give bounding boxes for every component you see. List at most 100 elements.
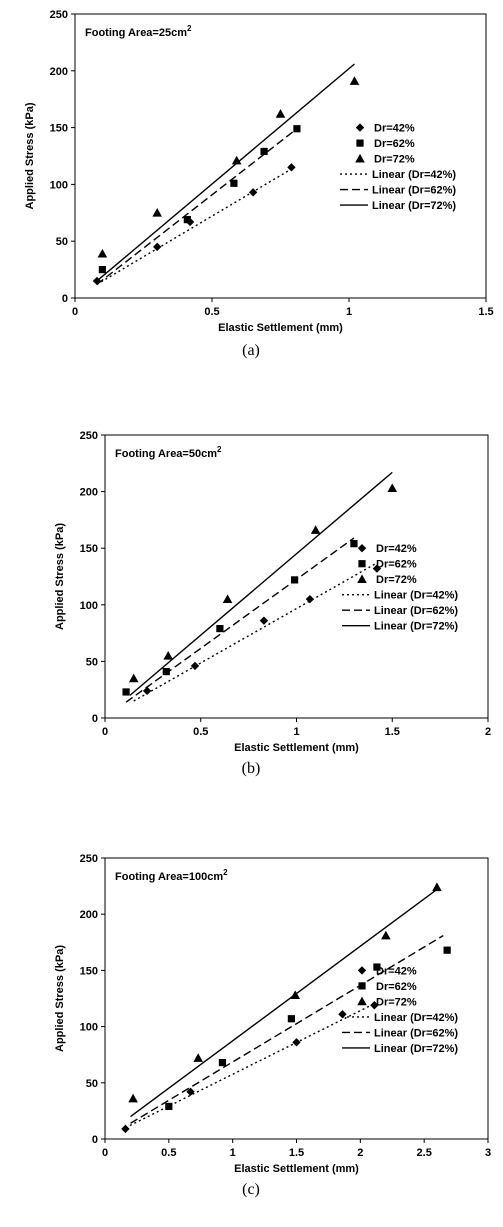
data-point — [218, 1058, 227, 1067]
y-tick-label: 100 — [80, 1022, 98, 1034]
x-tick-label: 3 — [485, 1147, 491, 1159]
data-point — [260, 147, 268, 156]
y-tick-label: 50 — [86, 1078, 98, 1090]
data-point — [287, 1015, 295, 1023]
data-point — [162, 667, 170, 676]
x-tick-label: 0.5 — [161, 1147, 176, 1159]
legend-marker — [357, 544, 367, 553]
data-point — [183, 216, 191, 224]
trendline — [96, 166, 295, 285]
data-point — [259, 616, 269, 625]
trendline — [130, 888, 438, 1118]
y-tick-label: 50 — [86, 656, 98, 668]
data-point — [372, 564, 382, 573]
data-point — [432, 882, 442, 892]
chart-caption: (a) — [242, 342, 260, 359]
y-tick-label: 150 — [80, 543, 98, 555]
legend-marker — [356, 139, 364, 147]
legend-entry: Dr=72% — [376, 996, 417, 1008]
legend-entry: Linear (Dr=72%) — [372, 200, 456, 212]
data-point — [387, 483, 398, 493]
data-point — [443, 946, 451, 954]
data-point — [290, 576, 299, 584]
data-point — [190, 661, 200, 671]
y-tick-label: 100 — [80, 600, 98, 612]
data-point — [216, 624, 224, 633]
trendline — [130, 934, 444, 1124]
trendline — [125, 1002, 376, 1129]
legend-marker — [357, 966, 367, 975]
y-tick-label: 0 — [62, 293, 68, 305]
data-point — [373, 963, 381, 971]
x-tick-label: 0 — [102, 1147, 108, 1159]
x-tick-label: 1.5 — [289, 1147, 304, 1159]
y-tick-label: 200 — [50, 66, 68, 78]
chart-caption: (b) — [242, 760, 261, 777]
data-point — [128, 1093, 138, 1103]
y-axis-title: Applied Stress (kPa) — [54, 945, 66, 1052]
data-point — [165, 1102, 173, 1111]
data-point — [97, 248, 108, 258]
y-tick-label: 150 — [80, 965, 98, 977]
chart-1: 0 50 100 150 200 250 0 0.5 1 1.5 Elastic Settlemen… — [24, 9, 494, 359]
legend-entry: Linear (Dr=42%) — [374, 590, 458, 602]
chart-caption: (c) — [242, 1181, 260, 1198]
data-point — [275, 109, 286, 118]
data-point — [163, 650, 173, 660]
legend-entry: Linear (Dr=42%) — [372, 169, 456, 181]
chart-2: 0 50 100 150 200 250 0 0.5 1 1.5 2 Elastic Settleme… — [54, 430, 491, 777]
x-axis-title: Elastic Settlement (mm) — [234, 1163, 359, 1175]
y-axis-title: Applied Stress (kPa) — [54, 523, 66, 630]
annotation-superscript: 2 — [223, 868, 228, 877]
x-axis-title: Elastic Settlement (mm) — [234, 742, 359, 754]
legend-entry: Dr=62% — [376, 559, 417, 571]
data-point — [128, 673, 139, 683]
data-point — [222, 594, 233, 603]
legend-entry: Dr=62% — [376, 981, 417, 993]
data-point — [193, 1053, 203, 1062]
data-point — [186, 1087, 195, 1096]
legend-entry: Dr=42% — [376, 965, 417, 977]
legend-entry: Dr=72% — [374, 154, 415, 166]
legend-entry: Dr=42% — [376, 543, 417, 555]
trendline — [96, 63, 355, 282]
x-tick-label: 1.5 — [478, 306, 493, 318]
y-tick-label: 250 — [80, 853, 98, 865]
data-point — [349, 76, 360, 85]
legend-entry: Dr=72% — [376, 574, 417, 586]
legend-marker — [355, 123, 365, 132]
data-point — [370, 1001, 379, 1010]
x-tick-label: 1.5 — [385, 726, 400, 738]
data-point — [92, 276, 102, 286]
annotation-superscript: 2 — [187, 24, 192, 33]
x-tick-label: 2.5 — [417, 1147, 432, 1159]
x-tick-label: 2 — [357, 1147, 363, 1159]
legend-entry: Linear (Dr=62%) — [374, 1027, 458, 1039]
y-tick-label: 0 — [92, 713, 98, 725]
y-tick-label: 50 — [56, 236, 68, 248]
legend-entry: Linear (Dr=72%) — [374, 621, 458, 633]
plot-frame — [74, 13, 487, 299]
data-point — [310, 525, 321, 534]
legend-marker — [357, 574, 367, 584]
x-tick-label: 1 — [230, 1147, 236, 1159]
legend-marker — [355, 153, 365, 163]
data-point — [152, 208, 162, 217]
y-tick-label: 250 — [80, 430, 98, 442]
y-tick-label: 150 — [50, 123, 68, 135]
trendline — [133, 562, 378, 702]
trendline — [125, 537, 355, 703]
legend-entry: Linear (Dr=62%) — [374, 605, 458, 617]
x-tick-label: 1 — [346, 306, 352, 318]
data-point — [338, 1010, 347, 1019]
footing-area-annotation: Footing Area=25cm2 — [85, 24, 192, 39]
data-point — [142, 686, 152, 696]
data-point — [305, 594, 315, 604]
y-tick-label: 200 — [80, 909, 98, 921]
data-point — [287, 163, 296, 172]
y-tick-label: 100 — [50, 179, 68, 191]
legend-marker — [358, 982, 366, 990]
data-point — [290, 990, 301, 999]
x-tick-label: 0.5 — [204, 306, 219, 318]
